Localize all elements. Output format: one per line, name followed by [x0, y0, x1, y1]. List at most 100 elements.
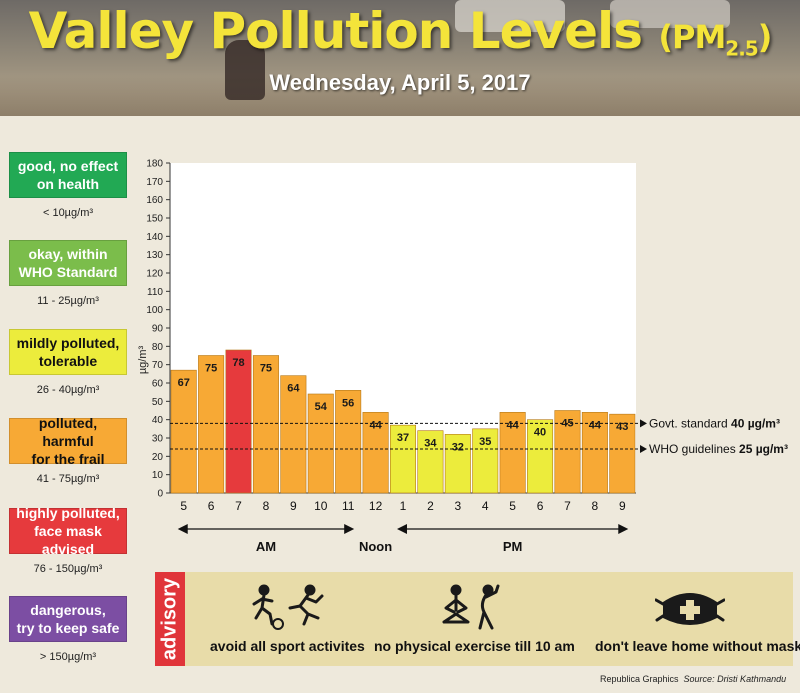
y-tick-label: 10: [152, 470, 164, 481]
x-tick-label: 8: [592, 499, 599, 513]
x-tick-label: 7: [564, 499, 571, 513]
y-tick-label: 90: [152, 324, 164, 335]
y-tick-label: 130: [146, 250, 163, 261]
x-tick-label: 5: [180, 499, 187, 513]
legend-range: 11 - 25µg/m³: [37, 295, 99, 307]
reference-value: 25 µg/m³: [739, 442, 788, 456]
y-tick-label: 110: [147, 287, 163, 298]
reference-arrow: [640, 419, 647, 428]
y-tick-label: 70: [152, 360, 164, 371]
bar: [389, 424, 417, 494]
y-tick-label: 100: [146, 305, 163, 316]
y-tick-label: 30: [152, 434, 164, 445]
period-arrow-head: [618, 524, 629, 534]
bar: [581, 412, 608, 494]
bar-value-label: 35: [479, 436, 491, 448]
x-tick-label: 9: [619, 499, 626, 513]
bar-value-label: 40: [534, 427, 546, 439]
x-tick-label: 6: [208, 499, 215, 513]
credit-by: Republica Graphics: [600, 674, 679, 684]
advisory-item-sport: avoid all sport activites: [210, 638, 365, 654]
legend-range: < 10µg/m³: [42, 207, 94, 219]
y-tick-label: 50: [152, 397, 164, 408]
legend-label: okay, within: [28, 246, 108, 262]
legend-box: highly polluted, face mask advised: [9, 505, 127, 557]
bar-value-label: 54: [315, 401, 328, 413]
bar: [335, 390, 362, 494]
bar: [225, 349, 252, 494]
bar: [472, 428, 499, 494]
bar: [609, 413, 636, 494]
x-tick-label: 2: [427, 499, 434, 513]
y-tick-label: 180: [146, 159, 163, 170]
mask-icon: [655, 593, 725, 625]
bar: [170, 369, 197, 494]
y-tick-label: 40: [152, 415, 164, 426]
car-shape: [610, 0, 730, 28]
bar: [499, 412, 526, 494]
bar-value-label: 67: [178, 377, 190, 389]
legend-box: good, no effect on health: [9, 152, 127, 198]
x-tick-label: 4: [482, 499, 489, 513]
bar-value-label: 78: [232, 357, 244, 369]
x-tick-label: 11: [342, 499, 355, 513]
legend-label: mildly polluted,: [16, 335, 120, 351]
legend-label: face mask advised: [34, 523, 102, 557]
y-tick-label: 60: [152, 379, 164, 390]
title-text: Valley Pollution Levels: [28, 2, 643, 60]
legend-range: 76 - 150µg/m³: [33, 563, 103, 575]
y-tick-label: 160: [146, 195, 163, 206]
bar: [307, 393, 334, 494]
y-tick-label: 150: [146, 214, 163, 225]
header-banner: Valley Pollution Levels (PM2.5) Wednesda…: [0, 0, 800, 116]
bar-value-label: 44: [507, 419, 520, 431]
bar-value-label: 56: [342, 397, 354, 409]
bar: [252, 355, 279, 494]
bar-value-label: 44: [589, 419, 602, 431]
x-tick-label: 3: [454, 499, 461, 513]
legend-label: tolerable: [38, 353, 98, 369]
legend-label: good, no effect: [17, 158, 119, 174]
period-label: AM: [256, 539, 276, 554]
motorbike-rider-shape: [225, 40, 265, 100]
advisory-item-exercise: no physical exercise till 10 am: [374, 638, 575, 654]
bar-value-label: 32: [452, 441, 464, 453]
bar: [362, 412, 389, 494]
x-tick-label: 12: [369, 499, 383, 513]
legend-range: > 150µg/m³: [39, 651, 97, 663]
x-tick-label: 9: [290, 499, 297, 513]
period-arrow-head: [177, 524, 188, 534]
legend-label: try to keep safe: [16, 620, 120, 636]
bar-value-label: 75: [260, 363, 272, 375]
bar-value-label: 37: [397, 432, 409, 444]
advisory-panel: advisory avoid all sport activites no ph…: [155, 572, 800, 666]
reference-label: Govt. standard 40 µg/m³: [649, 416, 780, 430]
period-arrow-head: [344, 524, 355, 534]
title-pm: (PM2.5): [658, 18, 772, 61]
legend-label: for the frail: [31, 451, 105, 467]
legend-box: polluted, harmful for the frail: [9, 415, 127, 467]
period-label: PM: [503, 539, 523, 554]
page-title: Valley Pollution Levels (PM2.5): [0, 2, 800, 60]
page-date: Wednesday, April 5, 2017: [269, 70, 531, 95]
legend-label: highly polluted,: [16, 505, 120, 521]
y-axis-label: µg/m³: [137, 345, 149, 374]
x-tick-label: 10: [314, 499, 328, 513]
y-tick-label: 80: [152, 342, 164, 353]
y-tick-label: 0: [157, 489, 163, 500]
legend-range: 41 - 75µg/m³: [36, 473, 100, 485]
x-tick-label: 1: [400, 499, 407, 513]
bar: [417, 430, 444, 494]
exercise-icon: [442, 584, 500, 630]
legend-box: okay, within WHO Standard: [9, 240, 127, 286]
y-tick-label: 20: [152, 452, 164, 463]
x-tick-label: 7: [235, 499, 242, 513]
pollution-chart: 0102030405060708090100110120130140150160…: [137, 159, 788, 555]
bar-value-label: 44: [369, 419, 382, 431]
bar-value-label: 34: [424, 438, 437, 450]
bar: [554, 410, 581, 494]
legend-box: mildly polluted, tolerable: [9, 329, 127, 375]
sport-icon: [252, 584, 324, 630]
legend-label: WHO Standard: [18, 264, 118, 280]
bar-value-label: 64: [287, 383, 300, 395]
